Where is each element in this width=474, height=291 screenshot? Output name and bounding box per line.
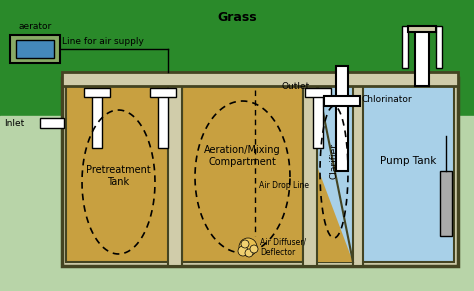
Text: Aeration/Mixing
Compartment: Aeration/Mixing Compartment bbox=[204, 145, 281, 167]
Bar bbox=[402, 26, 408, 68]
Text: Line for air supply: Line for air supply bbox=[62, 37, 144, 46]
Bar bbox=[440, 171, 452, 236]
Bar bbox=[353, 78, 363, 266]
Bar bbox=[158, 93, 168, 148]
Bar bbox=[16, 40, 54, 58]
Bar bbox=[324, 96, 360, 106]
Bar bbox=[84, 88, 110, 97]
Bar bbox=[303, 78, 317, 266]
Bar bbox=[40, 118, 64, 128]
Text: Air Drop Line: Air Drop Line bbox=[259, 182, 309, 191]
Circle shape bbox=[245, 249, 253, 257]
Circle shape bbox=[238, 246, 248, 256]
Text: Inlet: Inlet bbox=[4, 118, 24, 127]
Text: Chlorinator: Chlorinator bbox=[362, 95, 413, 104]
Circle shape bbox=[239, 238, 257, 256]
Bar bbox=[408, 26, 436, 32]
Text: aerator: aerator bbox=[18, 22, 52, 31]
Text: Outlet: Outlet bbox=[282, 82, 310, 91]
Text: Air Diffuser/
Deflector: Air Diffuser/ Deflector bbox=[260, 237, 306, 257]
Circle shape bbox=[250, 245, 258, 253]
Bar bbox=[62, 72, 458, 86]
Polygon shape bbox=[317, 166, 353, 262]
Text: Pretreatment
Tank: Pretreatment Tank bbox=[86, 165, 151, 187]
Text: Grass: Grass bbox=[217, 11, 257, 24]
Bar bbox=[415, 28, 429, 86]
Bar bbox=[336, 66, 348, 171]
Bar bbox=[182, 82, 303, 262]
Bar bbox=[317, 82, 454, 262]
Bar bbox=[0, 116, 474, 291]
Bar bbox=[150, 88, 176, 97]
Bar bbox=[305, 88, 331, 97]
Bar bbox=[436, 26, 442, 68]
Bar bbox=[66, 82, 171, 262]
Bar bbox=[92, 93, 102, 148]
Bar bbox=[168, 78, 182, 266]
Bar bbox=[62, 78, 458, 266]
Bar bbox=[313, 93, 323, 148]
Text: Clarifier: Clarifier bbox=[329, 143, 338, 179]
Bar bbox=[10, 35, 60, 63]
Text: Pump Tank: Pump Tank bbox=[380, 156, 436, 166]
Circle shape bbox=[241, 240, 249, 248]
